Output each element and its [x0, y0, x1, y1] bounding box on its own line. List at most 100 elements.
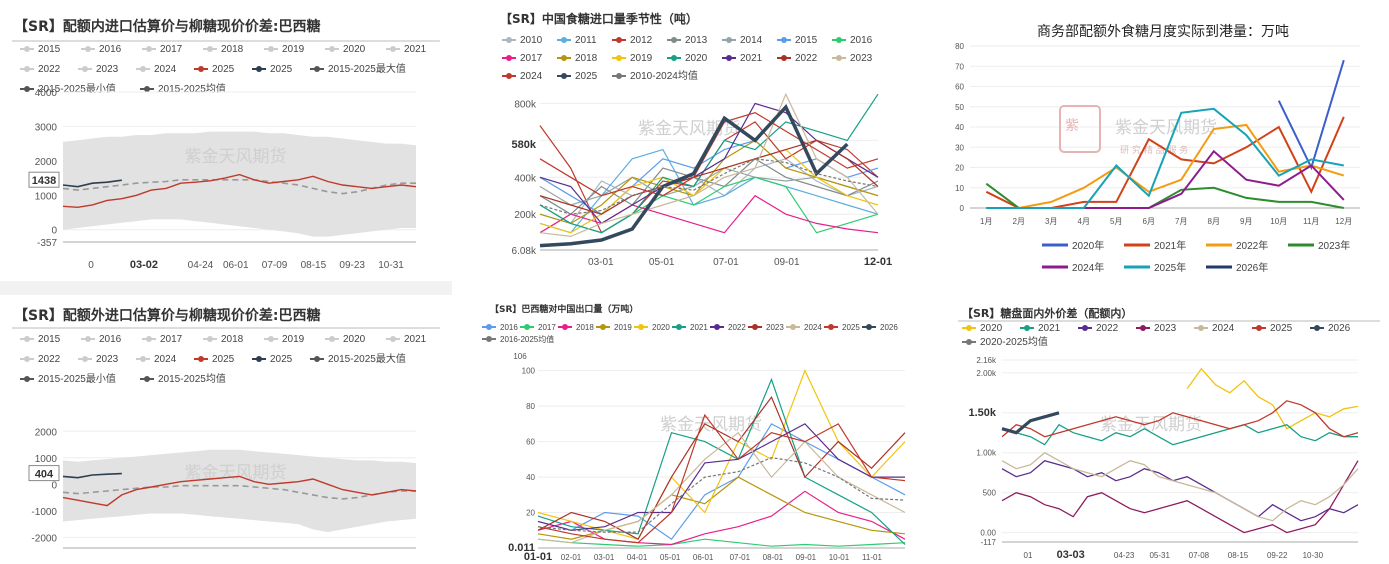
- g-p1-x-tick: 0: [88, 260, 94, 271]
- p5-legend-label: 2025年: [1154, 261, 1186, 274]
- g-p2-legend-marker: [256, 356, 262, 362]
- p3-series-2010-2024均值: [539, 158, 879, 215]
- p3-legend-marker: [561, 73, 567, 79]
- g-p1-y-tick: 3000: [35, 122, 58, 133]
- panel-5-chart: 80 70 60 50 40 30 20 10 0 1月 2月 3月 4月 5月 6月 7月 8月 9月 10月 11…: [955, 42, 1360, 274]
- g-p2-legend-marker: [198, 356, 204, 362]
- p5-watermark-sub: 研 究 精 品 服 务: [1120, 144, 1188, 156]
- g-p1-legend-label: 2021: [404, 44, 427, 55]
- p6-x-tick: 03-03: [1057, 549, 1085, 561]
- p3-legend-marker: [616, 55, 622, 61]
- p3-x-tick: 05-01: [649, 257, 675, 268]
- p5-y-tick: 40: [955, 123, 964, 132]
- p6-legend-marker: [1314, 325, 1320, 331]
- p5-series-2025年: [986, 107, 1344, 209]
- p4-legend-marker: [866, 324, 872, 330]
- g-p2-legend-label: 2017: [160, 334, 183, 345]
- p5-x-tick: 9月: [1240, 217, 1252, 226]
- g-p2-legend-marker: [207, 336, 213, 342]
- p6-x-tick: 10-30: [1303, 551, 1324, 560]
- g-p1-current-value: 1438: [32, 175, 56, 187]
- g-p1-legend-marker: [146, 46, 152, 52]
- g-p1-series-2025-red: [62, 173, 417, 209]
- g-p2-legend-label: 2019: [282, 334, 305, 345]
- p3-legend-marker: [506, 55, 512, 61]
- p3-legend-marker: [726, 37, 732, 43]
- p4-x-tick: 01-01: [524, 551, 552, 563]
- g-p2-current-value: 404: [35, 469, 54, 481]
- p3-legend-marker: [671, 37, 677, 43]
- panel-1-title: 【SR】配额内进口估算价与柳糖现价价差:巴西糖: [14, 18, 320, 35]
- p6-legend-label: 2023: [1154, 323, 1177, 334]
- g-p2-series-2025-dark: [62, 472, 122, 479]
- p4-legend-label: 2024: [804, 323, 822, 332]
- g-p2-range-band: [63, 449, 416, 533]
- p4-x-tick: 10-01: [829, 553, 850, 562]
- p6-y-tick: 1.00k: [976, 449, 997, 458]
- panel-1-chart: 2015 2016 2017 2018 2019 2020 2021 2022 2023 2024…: [20, 44, 427, 271]
- p3-x-tick: 07-01: [713, 257, 739, 268]
- p4-legend-marker: [600, 324, 606, 330]
- g-p1-legend-label: 2015: [38, 44, 61, 55]
- p5-y-tick: 80: [955, 42, 964, 51]
- p3-legend-label: 2014: [740, 35, 763, 46]
- p3-legend-marker: [781, 55, 787, 61]
- p4-x-tick: 11-01: [862, 553, 882, 562]
- g-p1-legend-label: 2017: [160, 44, 183, 55]
- g-p2-y-tick: -1000: [31, 507, 57, 518]
- p3-legend-label: 2011: [575, 35, 597, 46]
- p3-legend-marker: [836, 55, 842, 61]
- p4-legend-label: 2020: [652, 323, 670, 332]
- p5-x-tick: 7月: [1175, 217, 1187, 226]
- p6-legend-marker: [966, 339, 972, 345]
- p4-legend-marker: [638, 324, 644, 330]
- p5-watermark: 紫金天风期货: [1115, 118, 1217, 138]
- p4-series-2016-2025均值: [537, 456, 906, 533]
- g-p1-x-tick: 04-24: [188, 260, 214, 271]
- p4-x-tick: 08-01: [763, 553, 784, 562]
- p3-current-value-box: [504, 136, 538, 152]
- g-p1-watermark: 紫金天风期货: [185, 147, 287, 167]
- p6-legend-marker: [1140, 325, 1146, 331]
- g-p1-legend-label: 2018: [221, 44, 244, 55]
- p4-y-tick: 60: [526, 438, 535, 447]
- p4-legend-marker: [562, 324, 568, 330]
- p6-y-tick: 2.00k: [976, 369, 997, 378]
- g-p1-legend-marker: [82, 66, 88, 72]
- p3-series-2011: [539, 148, 879, 234]
- p4-legend-label: 2017: [538, 323, 556, 332]
- p6-legend-label: 2020: [980, 323, 1003, 334]
- p5-series-2020年: [1277, 59, 1345, 171]
- p3-legend-label: 2015: [795, 35, 818, 46]
- g-p1-x-tick: 10-31: [378, 260, 404, 271]
- p3-legend-marker: [616, 73, 622, 79]
- g-p2-legend-marker: [24, 356, 30, 362]
- g-p2-current-value-box: [28, 465, 60, 482]
- p5-y-tick: 70: [955, 62, 964, 71]
- g-p2-legend-marker: [314, 356, 320, 362]
- p6-series-2023: [1001, 460, 1359, 534]
- p3-series-2018: [539, 139, 879, 225]
- p3-x-tick: 03-01: [588, 257, 614, 268]
- p6-y-tick: 1.50k: [968, 407, 996, 419]
- p5-y-tick: 30: [955, 143, 964, 152]
- g-p2-legend-marker: [85, 336, 91, 342]
- p6-legend-label: 2020-2025均值: [980, 335, 1048, 348]
- p3-legend-label: 2017: [520, 53, 543, 64]
- p4-y-tick: 0.011: [508, 542, 535, 554]
- p6-x-tick: 01: [1024, 551, 1033, 560]
- p5-legend-label: 2020年: [1072, 239, 1104, 252]
- g-p1-legend-label: 2024: [154, 64, 177, 75]
- g-p1-legend-label: 2025: [270, 64, 293, 75]
- p4-watermark: 紫金天风期货: [660, 415, 762, 435]
- p4-legend-label: 2025: [842, 323, 860, 332]
- p6-x-tick: 09-22: [1267, 551, 1288, 560]
- g-p2-legend-label: 2020: [343, 334, 366, 345]
- p4-x-tick: 09-01: [796, 553, 817, 562]
- p5-watermark-logo-glyph: 紫: [1065, 118, 1079, 134]
- g-p2-legend-label: 2015: [38, 334, 61, 345]
- panel-2-title: 【SR】配额外进口估算价与柳糖现价价差:巴西糖: [14, 307, 320, 324]
- p4-y-tick: 100: [522, 367, 536, 376]
- p3-legend-label: 2012: [630, 35, 653, 46]
- g-p1-y-tick: 0: [51, 226, 57, 237]
